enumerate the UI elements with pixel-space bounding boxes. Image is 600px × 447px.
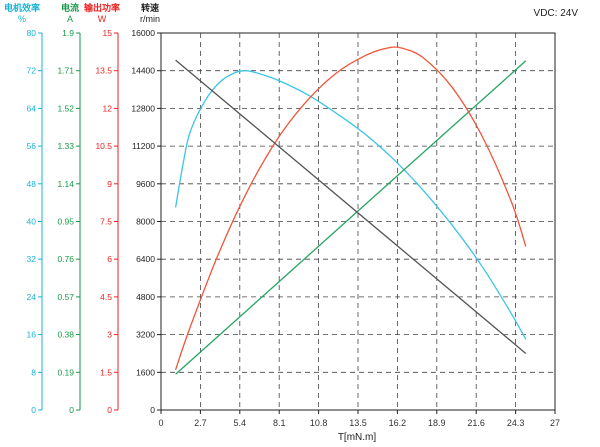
y-tick-label: 6	[107, 254, 112, 264]
x-tick-label: 13.5	[349, 418, 367, 428]
y-tick-label: 3	[107, 330, 112, 340]
y-tick-label: 1.9	[62, 28, 74, 38]
y-tick-label: 0.38	[57, 330, 74, 340]
speed-curve	[175, 59, 527, 354]
y-tick-label: 0	[150, 405, 155, 415]
y-tick-label: 6400	[136, 254, 155, 264]
y-tick-label: 14400	[131, 66, 155, 76]
axes: 0 8 16 24 32 40 48 56 64 72 80 0 0.19 0.38 0.57 0.76 0.9…	[27, 28, 162, 415]
y-tick-label: 15	[103, 28, 113, 38]
y-tick-label: 0	[31, 405, 36, 415]
current-curve	[175, 60, 527, 375]
x-tick-label: 18.9	[428, 418, 446, 428]
y-tick-label: 0	[107, 405, 112, 415]
y-tick-label: 1600	[136, 367, 155, 377]
y-tick-label: 72	[27, 66, 37, 76]
y-axis-unit: A	[67, 14, 73, 24]
y-tick-label: 0.76	[57, 254, 74, 264]
voltage-annotation: VDC: 24V	[534, 8, 579, 19]
y-axis-unit: r/min	[140, 14, 160, 24]
y-tick-label: 24	[27, 292, 37, 302]
y-tick-label: 32	[27, 254, 37, 264]
efficiency-curve	[174, 70, 527, 340]
y-tick-label: 9600	[136, 179, 155, 189]
y-tick-label: 11200	[132, 141, 155, 151]
y-axis-pow: 0 1.5 3 4.5 6 7.5 9 10.5 12 13.5 15	[95, 28, 119, 415]
y-tick-label: 9	[107, 179, 112, 189]
x-tick-label: 10.8	[310, 418, 328, 428]
x-axis-title: T[mN.m]	[338, 432, 377, 443]
y-tick-label: 1.52	[57, 103, 74, 113]
y-tick-label: 1.5	[100, 367, 112, 377]
x-tick-label: 21.6	[467, 418, 485, 428]
y-tick-label: 1.14	[57, 179, 74, 189]
x-tick-label: 5.4	[234, 418, 247, 428]
y-tick-label: 80	[27, 28, 37, 38]
y-tick-label: 13.5	[95, 66, 112, 76]
y-axis-eff: 0 8 16 24 32 40 48 56 64 72 80	[27, 28, 43, 415]
y-tick-label: 1.33	[57, 141, 74, 151]
y-tick-label: 1.71	[57, 66, 74, 76]
y-tick-label: 40	[27, 217, 37, 227]
y-tick-label: 16	[27, 330, 37, 340]
y-tick-label: 56	[27, 141, 37, 151]
y-tick-label: 0.19	[57, 367, 74, 377]
y-tick-label: 12	[103, 103, 113, 113]
x-tick-label: 2.7	[194, 418, 207, 428]
y-tick-label: 0.95	[57, 217, 74, 227]
y-axis-title: 输出功率	[84, 2, 120, 13]
y-tick-label: 4800	[136, 292, 155, 302]
series-lines	[174, 46, 527, 375]
y-axis-title: 转速	[141, 2, 159, 13]
y-tick-label: 16000	[131, 28, 155, 38]
x-tick-label: 27	[550, 418, 560, 428]
y-tick-label: 4.5	[100, 292, 112, 302]
y-tick-label: 3200	[136, 330, 155, 340]
y-tick-label: 8	[31, 367, 36, 377]
y-tick-label: 7.5	[100, 217, 112, 227]
y-tick-label: 12800	[131, 103, 155, 113]
x-tick-label: 8.1	[273, 418, 286, 428]
y-axis-title: 电机效率	[4, 2, 40, 13]
y-tick-label: 0.57	[57, 292, 74, 302]
y-axis-title: 电流	[61, 2, 79, 13]
output-power-curve	[174, 46, 527, 370]
axis-labels: 0 2.7 5.4 8.1 10.8 13.5 16.2 18.9 21.6 24.3 27 电机效率…	[4, 2, 560, 428]
y-axis-unit: %	[18, 14, 26, 24]
x-tick-label: 16.2	[389, 418, 407, 428]
x-tick-label: 0	[158, 418, 163, 428]
y-axis-cur: 0 0.19 0.38 0.57 0.76 0.95 1.14 1.33 1.52 1.71 1.9	[57, 28, 81, 415]
y-tick-label: 10.5	[95, 141, 112, 151]
y-axis-unit: W	[98, 14, 107, 24]
y-tick-label: 48	[27, 179, 37, 189]
y-tick-label: 0	[69, 405, 74, 415]
y-tick-label: 8000	[136, 217, 155, 227]
y-axis-spd: 0 1600 3200 4800 6400 8000 9600 11200 12800 14400…	[131, 28, 162, 415]
y-tick-label: 64	[27, 103, 37, 113]
x-tick-label: 24.3	[507, 418, 525, 428]
grid-lines	[160, 32, 556, 414]
